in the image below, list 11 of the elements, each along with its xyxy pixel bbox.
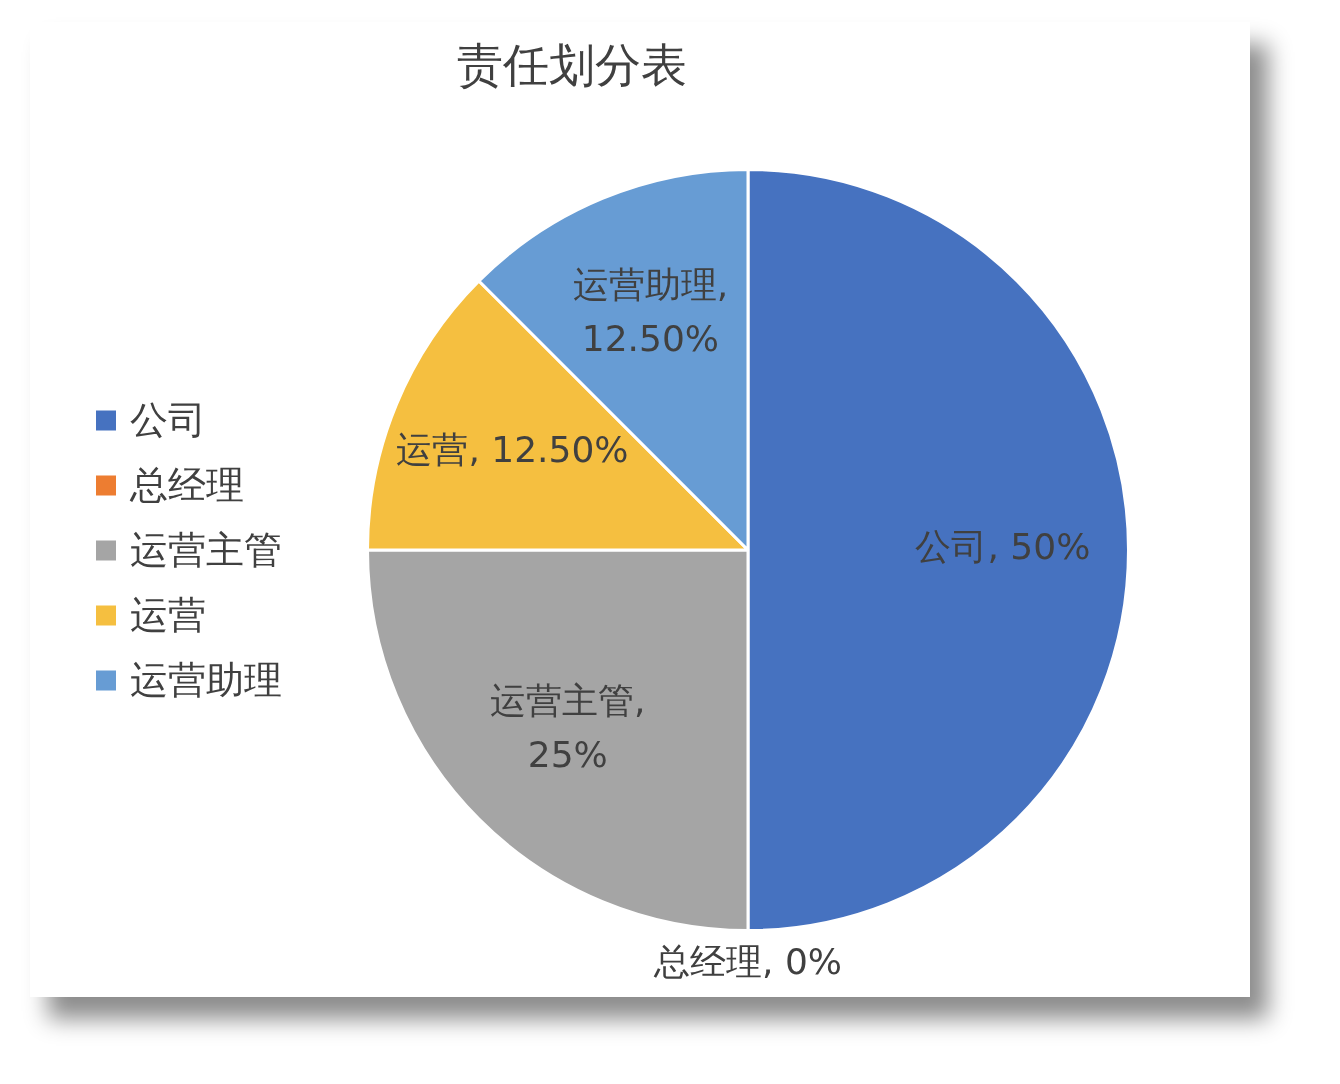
legend-label: 公司	[130, 396, 206, 444]
data-label: 公司, 50%	[915, 526, 1091, 568]
legend-label: 运营助理	[130, 656, 282, 704]
legend-label: 总经理	[130, 461, 244, 509]
data-label: 运营, 12.50%	[396, 428, 629, 470]
legend-label: 运营	[130, 591, 206, 639]
data-label: 运营助理, 12.50%	[572, 263, 729, 359]
legend-label: 运营主管	[130, 526, 282, 574]
chart-title: 责任划分表	[456, 37, 688, 94]
data-label: 运营主管, 25%	[490, 679, 646, 775]
text: 总经理, 0%	[654, 941, 842, 983]
